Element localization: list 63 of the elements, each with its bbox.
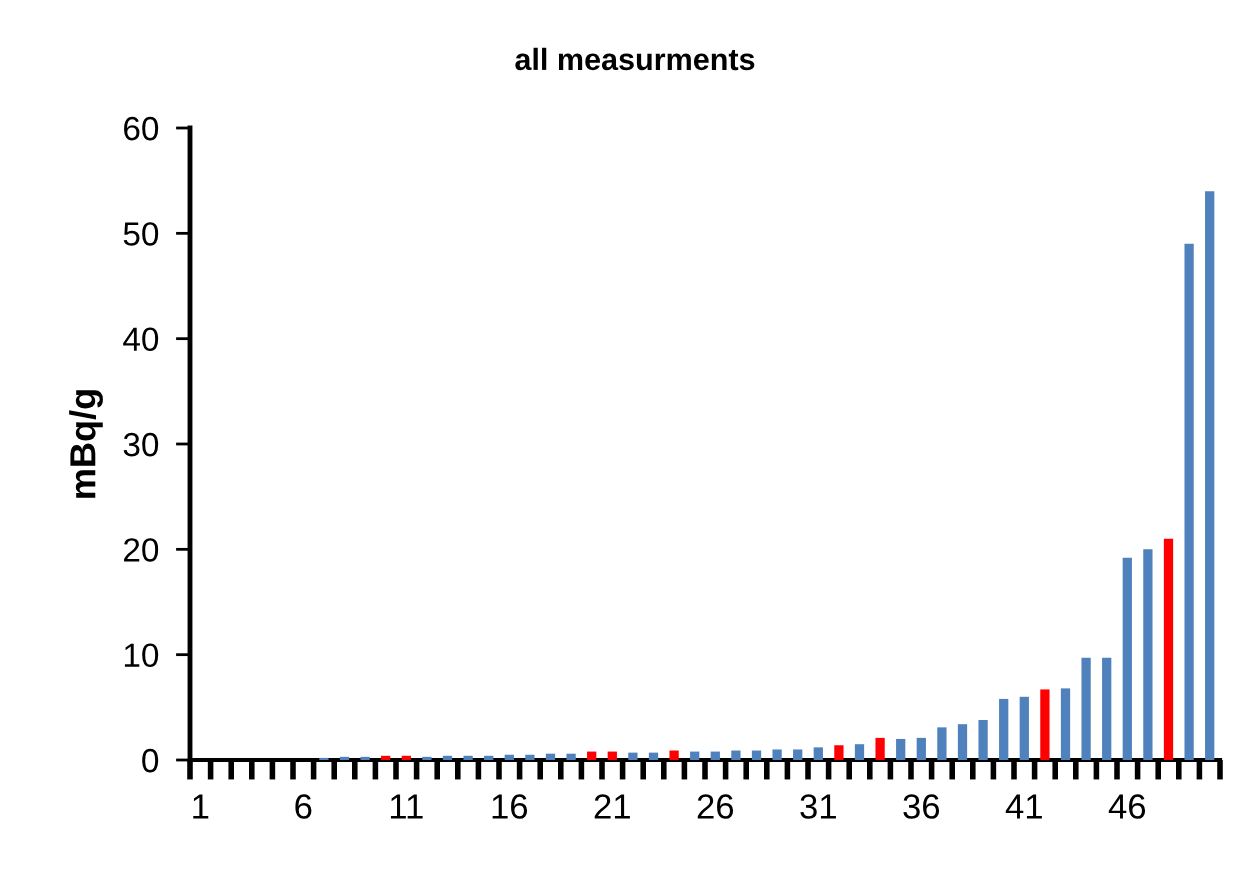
x-tick-label: 16	[492, 794, 528, 819]
bar	[978, 719, 988, 760]
bar	[834, 745, 844, 760]
bar	[504, 754, 514, 760]
x-tick-label: 41	[1005, 794, 1042, 819]
y-tick-label: 0	[142, 748, 159, 773]
x-tick-label: 11	[390, 794, 423, 819]
x-tick-label: 26	[697, 794, 734, 819]
bar	[587, 751, 597, 760]
bar	[360, 756, 370, 760]
bar	[484, 755, 494, 760]
bar	[463, 755, 473, 760]
bar	[1102, 657, 1112, 760]
bar	[1040, 689, 1050, 760]
x-tick-label: 1	[193, 794, 209, 819]
x-tick-label: 21	[594, 794, 630, 819]
bar	[875, 737, 885, 760]
bar	[957, 724, 968, 760]
bar	[710, 751, 720, 760]
y-axis-title: mBq/g	[69, 390, 103, 498]
bar	[442, 755, 453, 760]
bar	[319, 757, 329, 760]
y-tick-label: 40	[123, 327, 159, 352]
bar	[566, 753, 576, 760]
bar	[607, 751, 617, 760]
x-tick-label: 6	[295, 794, 312, 819]
bar	[772, 749, 782, 760]
bar	[1184, 243, 1194, 760]
bar	[1019, 696, 1029, 760]
bar	[854, 744, 865, 760]
y-tick-label: 50	[123, 222, 159, 246]
bar	[1060, 688, 1071, 760]
bar	[1122, 557, 1132, 760]
bar	[669, 750, 679, 760]
bar	[751, 750, 762, 760]
bar	[999, 698, 1009, 760]
bar	[628, 752, 638, 760]
y-tick-label: 30	[123, 432, 159, 457]
bar	[525, 754, 535, 760]
bar	[1081, 657, 1091, 760]
bar	[381, 755, 391, 760]
bar	[339, 756, 350, 760]
bar	[422, 756, 432, 760]
bar	[401, 755, 411, 760]
bar	[1163, 538, 1174, 760]
bar	[813, 747, 823, 760]
bar	[793, 749, 803, 760]
bar	[1143, 549, 1153, 760]
bar	[896, 738, 906, 760]
y-tick-label: 20	[124, 538, 159, 562]
bar	[648, 752, 659, 760]
y-tick-label: 10	[124, 643, 159, 668]
x-tick-label: 31	[800, 794, 836, 819]
bar	[690, 751, 700, 760]
bar	[545, 753, 556, 760]
x-tick-label: 46	[1108, 794, 1146, 819]
bar	[937, 727, 947, 760]
y-tick-label: 60	[124, 116, 159, 141]
chart-title: all measurments	[515, 47, 755, 71]
bar	[916, 737, 926, 760]
bar	[731, 750, 741, 760]
bar	[1205, 191, 1215, 760]
x-tick-label: 36	[903, 794, 940, 819]
